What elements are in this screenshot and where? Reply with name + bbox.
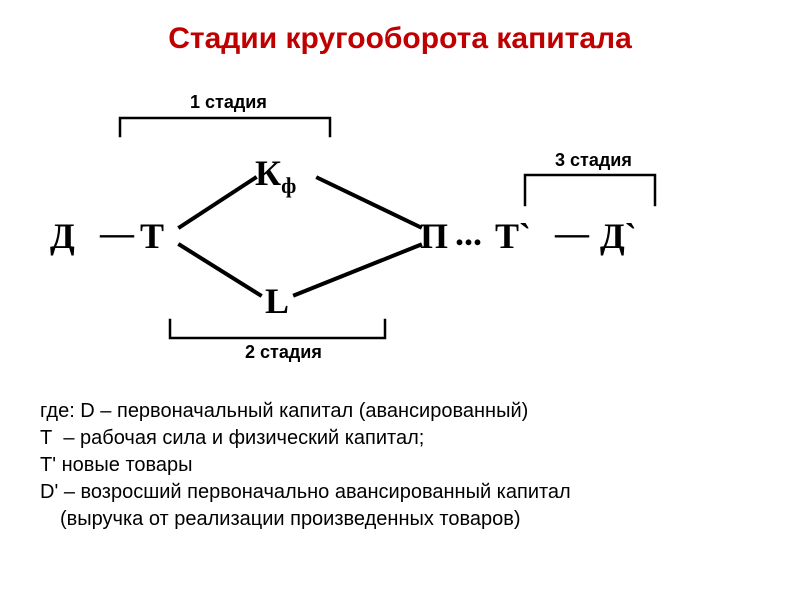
legend-line-5: (выручка от реализации произведенных тов… (40, 508, 760, 531)
legend-line-2: Т – рабочая сила и физический капитал; (40, 427, 760, 450)
page: Стадии кругооборота капитала 1 стадия 2 … (0, 0, 800, 600)
page-title: Стадии кругооборота капитала (0, 22, 800, 56)
symbol-dash1: — (100, 215, 134, 253)
symbol-Kph: Кф (255, 152, 296, 194)
legend: где: D – первоначальный капитал (авансир… (40, 400, 760, 535)
symbol-Dprime: Д` (600, 215, 637, 257)
symbol-Tprime: Т` (495, 215, 531, 257)
stage1-label: 1 стадия (190, 92, 267, 113)
stage2-label: 2 стадия (245, 342, 322, 363)
diagram-container: 1 стадия 2 стадия 3 стадия Д — Т Кф L П … (50, 80, 750, 340)
symbol-L: L (265, 280, 289, 322)
legend-line-3: Т' новые товары (40, 454, 760, 477)
symbol-P: П (420, 215, 448, 257)
stage3-label: 3 стадия (555, 150, 632, 171)
legend-line-4: D' – возросший первоначально авансирован… (40, 481, 760, 504)
symbol-dash2: — (555, 215, 589, 253)
symbol-dots: ... (455, 212, 482, 254)
symbol-T: Т (140, 215, 164, 257)
legend-line-1: где: D – первоначальный капитал (авансир… (40, 400, 760, 423)
symbol-D: Д (50, 215, 75, 257)
